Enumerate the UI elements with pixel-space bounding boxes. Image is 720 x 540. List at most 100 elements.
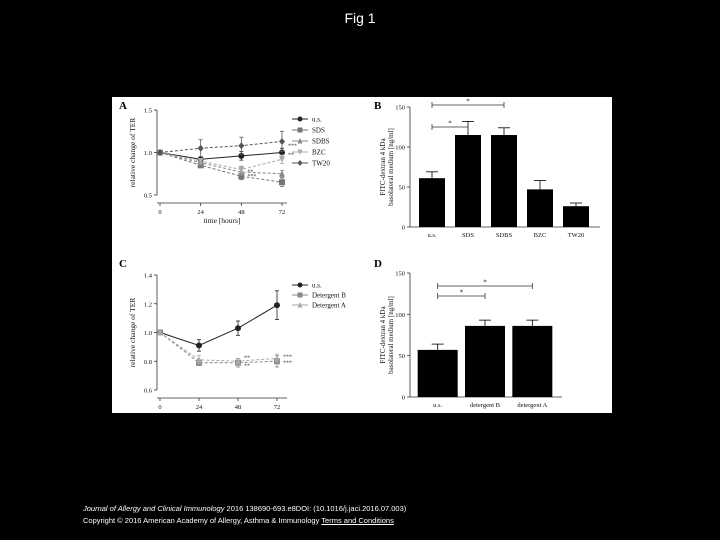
bar — [417, 349, 458, 397]
y-tick-label: 150 — [395, 105, 405, 112]
y-tick-label: 100 — [395, 312, 405, 319]
category-label: SDBS — [496, 232, 513, 239]
figure-panel: A 0.5 1.0 1.5 0 24 48 72 time [hours] relative ch… — [112, 97, 612, 413]
y-axis-label: relative change of TER — [128, 118, 137, 188]
legend-marker — [297, 160, 303, 166]
category-label: detergent B — [470, 402, 501, 409]
x-axis-label: time [hours] — [204, 216, 241, 225]
data-point — [196, 356, 202, 363]
data-point — [197, 158, 204, 165]
legend-marker — [297, 127, 303, 133]
panel-label: C — [119, 258, 127, 270]
x-tick-label: 24 — [197, 209, 204, 216]
y-axis-label-line2: basolateral medium [ng/ml] — [387, 128, 395, 206]
y-tick-label: 1.4 — [144, 273, 153, 280]
data-point — [238, 142, 245, 150]
significance-mark: ** — [244, 356, 250, 362]
series-line — [159, 152, 283, 160]
y-tick-label: 50 — [399, 353, 406, 360]
y-tick-label: 150 — [395, 271, 405, 278]
x-tick-label: 72 — [279, 209, 286, 216]
legend-marker — [297, 292, 303, 298]
significance-mark: *** — [288, 143, 297, 149]
category-label: SDS — [462, 232, 474, 239]
bar — [563, 206, 589, 227]
significance-mark: * — [483, 279, 487, 287]
copyright-text: Copyright © 2016 American Academy of All… — [83, 516, 320, 525]
x-tick-label: 0 — [158, 404, 161, 411]
y-axis-label-line2: basolateral medium [ng/ml] — [387, 296, 395, 374]
significance-mark: ** — [244, 363, 250, 369]
legend-entry: BZC — [312, 149, 326, 157]
x-tick-label: 48 — [235, 404, 242, 411]
citation-text: 2016 138690-693.e8DOI: (10.1016/j.jaci.2… — [224, 504, 407, 513]
data-point — [274, 302, 280, 309]
category-label: BZC — [534, 232, 547, 239]
legend-entry: u.s. — [312, 116, 322, 124]
significance-mark: *** — [283, 354, 292, 360]
x-tick-label: 72 — [274, 404, 281, 411]
series-line — [159, 152, 283, 183]
significance-mark: * — [460, 289, 464, 297]
legend-marker — [297, 138, 303, 144]
y-tick-label: 0.5 — [144, 193, 152, 200]
y-tick-label: 100 — [395, 145, 405, 152]
data-point — [157, 149, 163, 156]
legend-entry: Detergent B — [312, 292, 346, 300]
category-label: u.s. — [433, 402, 442, 409]
significance-mark: * — [448, 120, 452, 128]
significance-mark: ** — [288, 152, 294, 158]
data-point — [279, 149, 285, 156]
terms-link[interactable]: Terms and Conditions — [321, 516, 394, 525]
copyright-line: Copyright © 2016 American Academy of All… — [83, 515, 394, 526]
y-tick-label: 1.5 — [144, 108, 152, 115]
series-line — [159, 332, 278, 362]
series-line — [159, 140, 283, 153]
legend-marker — [297, 149, 303, 155]
significance-mark: *** — [247, 174, 256, 180]
legend-entry: u.s. — [312, 282, 322, 290]
data-point — [157, 329, 163, 336]
legend-entry: SDBS — [312, 138, 330, 146]
legend-marker — [297, 116, 303, 122]
panel-label: B — [374, 100, 382, 112]
y-tick-label: 1.0 — [144, 150, 152, 157]
data-point — [235, 325, 241, 332]
legend-entry: TW20 — [312, 160, 330, 168]
data-point — [274, 354, 280, 362]
series-line — [159, 152, 283, 171]
significance-mark: * — [466, 98, 470, 106]
y-tick-label: 0.6 — [144, 388, 153, 395]
data-point — [238, 173, 245, 180]
category-label: TW20 — [568, 232, 585, 239]
legend-entry: Detergent A — [312, 302, 346, 310]
y-tick-label: 0 — [402, 395, 405, 402]
bar — [419, 178, 445, 227]
significance-mark: *** — [283, 360, 292, 366]
significance-mark: ** — [247, 169, 253, 175]
bar — [455, 135, 481, 227]
data-point — [279, 179, 285, 186]
panel-label: A — [119, 100, 127, 112]
x-tick-label: 0 — [158, 209, 161, 216]
y-axis-label: relative change of TER — [128, 298, 137, 368]
y-tick-label: 1.2 — [144, 301, 152, 308]
slide-title: Fig 1 — [344, 10, 376, 26]
bar — [527, 189, 553, 227]
legend-marker — [297, 302, 303, 308]
series-line — [159, 304, 278, 346]
data-point — [235, 357, 241, 365]
y-tick-label: 0 — [402, 225, 405, 232]
category-label: detergent A — [517, 402, 547, 409]
x-tick-label: 48 — [238, 209, 245, 216]
y-axis-label: FITC-dextran 4 kDa — [379, 306, 387, 364]
legend-entry: SDS — [312, 127, 325, 135]
data-point — [196, 342, 202, 349]
citation-line: Journal of Allergy and Clinical Immunolo… — [83, 503, 406, 514]
series-line — [159, 332, 278, 364]
data-point — [197, 144, 204, 152]
data-point — [238, 166, 245, 173]
bar — [465, 325, 505, 397]
y-axis-label: FITC-dextran 4 kDa — [379, 138, 387, 196]
series-line — [159, 152, 283, 175]
